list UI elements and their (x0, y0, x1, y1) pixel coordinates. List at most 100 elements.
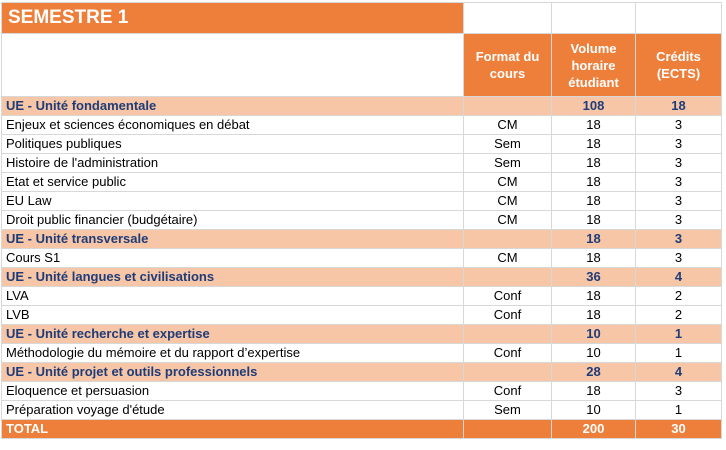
ue-format-blank (463, 267, 552, 287)
ue-volume: 10 (551, 324, 636, 344)
course-credits: 3 (635, 153, 722, 173)
ue-format-blank (463, 229, 552, 249)
ue-label: UE - Unité recherche et expertise (1, 324, 464, 344)
course-credits: 3 (635, 134, 722, 154)
course-format: CM (463, 115, 552, 135)
course-row: Enjeux et sciences économiques en débat … (1, 115, 722, 135)
course-name: LVA (1, 286, 464, 306)
course-volume: 18 (551, 191, 636, 211)
ue-credits: 18 (635, 96, 722, 116)
header-volume: Volume horaire étudiant (551, 33, 636, 97)
course-volume: 10 (551, 343, 636, 363)
course-name: Droit public financier (budgétaire) (1, 210, 464, 230)
ue-label: UE - Unité projet et outils professionne… (1, 362, 464, 382)
course-format: Conf (463, 381, 552, 401)
course-credits: 3 (635, 115, 722, 135)
course-credits: 3 (635, 210, 722, 230)
ue-label: UE - Unité transversale (1, 229, 464, 249)
course-name: Eloquence et persuasion (1, 381, 464, 401)
header-row: Format du cours Volume horaire étudiant … (1, 33, 722, 97)
course-volume: 18 (551, 172, 636, 192)
ue-volume: 36 (551, 267, 636, 287)
course-volume: 18 (551, 115, 636, 135)
course-volume: 18 (551, 286, 636, 306)
course-row: Etat et service public CM 18 3 (1, 172, 722, 192)
course-volume: 18 (551, 134, 636, 154)
total-row: TOTAL 200 30 (1, 419, 722, 439)
course-name: Histoire de l'administration (1, 153, 464, 173)
blank-cell (635, 2, 722, 34)
course-credits: 3 (635, 248, 722, 268)
course-format: Conf (463, 343, 552, 363)
course-name: Préparation voyage d'étude (1, 400, 464, 420)
course-row: Politiques publiques Sem 18 3 (1, 134, 722, 154)
ue-volume: 108 (551, 96, 636, 116)
course-row: Préparation voyage d'étude Sem 10 1 (1, 400, 722, 420)
ue-credits: 3 (635, 229, 722, 249)
course-credits: 3 (635, 381, 722, 401)
course-format: CM (463, 248, 552, 268)
ue-row: UE - Unité projet et outils professionne… (1, 362, 722, 382)
course-volume: 18 (551, 248, 636, 268)
blank-cell (463, 2, 552, 34)
course-credits: 2 (635, 305, 722, 325)
ue-credits: 4 (635, 267, 722, 287)
course-row: LVA Conf 18 2 (1, 286, 722, 306)
course-row: Droit public financier (budgétaire) CM 1… (1, 210, 722, 230)
course-credits: 3 (635, 172, 722, 192)
course-format: CM (463, 172, 552, 192)
header-credits: Crédits (ECTS) (635, 33, 722, 97)
blank-cell (551, 2, 636, 34)
ue-label: UE - Unité fondamentale (1, 96, 464, 116)
course-format: CM (463, 210, 552, 230)
course-name: Politiques publiques (1, 134, 464, 154)
course-row: Cours S1 CM 18 3 (1, 248, 722, 268)
course-format: Sem (463, 400, 552, 420)
course-name: Etat et service public (1, 172, 464, 192)
header-format: Format du cours (463, 33, 552, 97)
course-volume: 18 (551, 153, 636, 173)
course-row: Histoire de l'administration Sem 18 3 (1, 153, 722, 173)
course-format: Sem (463, 153, 552, 173)
course-credits: 1 (635, 343, 722, 363)
header-blank (1, 33, 464, 97)
course-name: Enjeux et sciences économiques en débat (1, 115, 464, 135)
course-name: LVB (1, 305, 464, 325)
ue-row: UE - Unité langues et civilisations 36 4 (1, 267, 722, 287)
ue-volume: 28 (551, 362, 636, 382)
title-row: SEMESTRE 1 (1, 2, 722, 34)
semester-title: SEMESTRE 1 (1, 2, 464, 34)
ue-format-blank (463, 96, 552, 116)
course-name: Cours S1 (1, 248, 464, 268)
course-volume: 18 (551, 210, 636, 230)
ue-volume: 18 (551, 229, 636, 249)
course-name: Méthodologie du mémoire et du rapport d’… (1, 343, 464, 363)
ue-label: UE - Unité langues et civilisations (1, 267, 464, 287)
ue-row: UE - Unité fondamentale 108 18 (1, 96, 722, 116)
ue-format-blank (463, 362, 552, 382)
total-label: TOTAL (1, 419, 464, 439)
course-row: LVB Conf 18 2 (1, 305, 722, 325)
curriculum-table: SEMESTRE 1 Format du cours Volume horair… (1, 2, 722, 439)
course-credits: 1 (635, 400, 722, 420)
ue-credits: 1 (635, 324, 722, 344)
course-format: Conf (463, 286, 552, 306)
course-credits: 2 (635, 286, 722, 306)
ue-format-blank (463, 324, 552, 344)
ue-row: UE - Unité transversale 18 3 (1, 229, 722, 249)
ue-row: UE - Unité recherche et expertise 10 1 (1, 324, 722, 344)
course-format: CM (463, 191, 552, 211)
course-format: Conf (463, 305, 552, 325)
course-row: Eloquence et persuasion Conf 18 3 (1, 381, 722, 401)
course-row: Méthodologie du mémoire et du rapport d’… (1, 343, 722, 363)
course-volume: 18 (551, 381, 636, 401)
total-format-blank (463, 419, 552, 439)
course-credits: 3 (635, 191, 722, 211)
total-credits: 30 (635, 419, 722, 439)
total-volume: 200 (551, 419, 636, 439)
course-volume: 10 (551, 400, 636, 420)
ue-credits: 4 (635, 362, 722, 382)
course-volume: 18 (551, 305, 636, 325)
course-name: EU Law (1, 191, 464, 211)
course-format: Sem (463, 134, 552, 154)
